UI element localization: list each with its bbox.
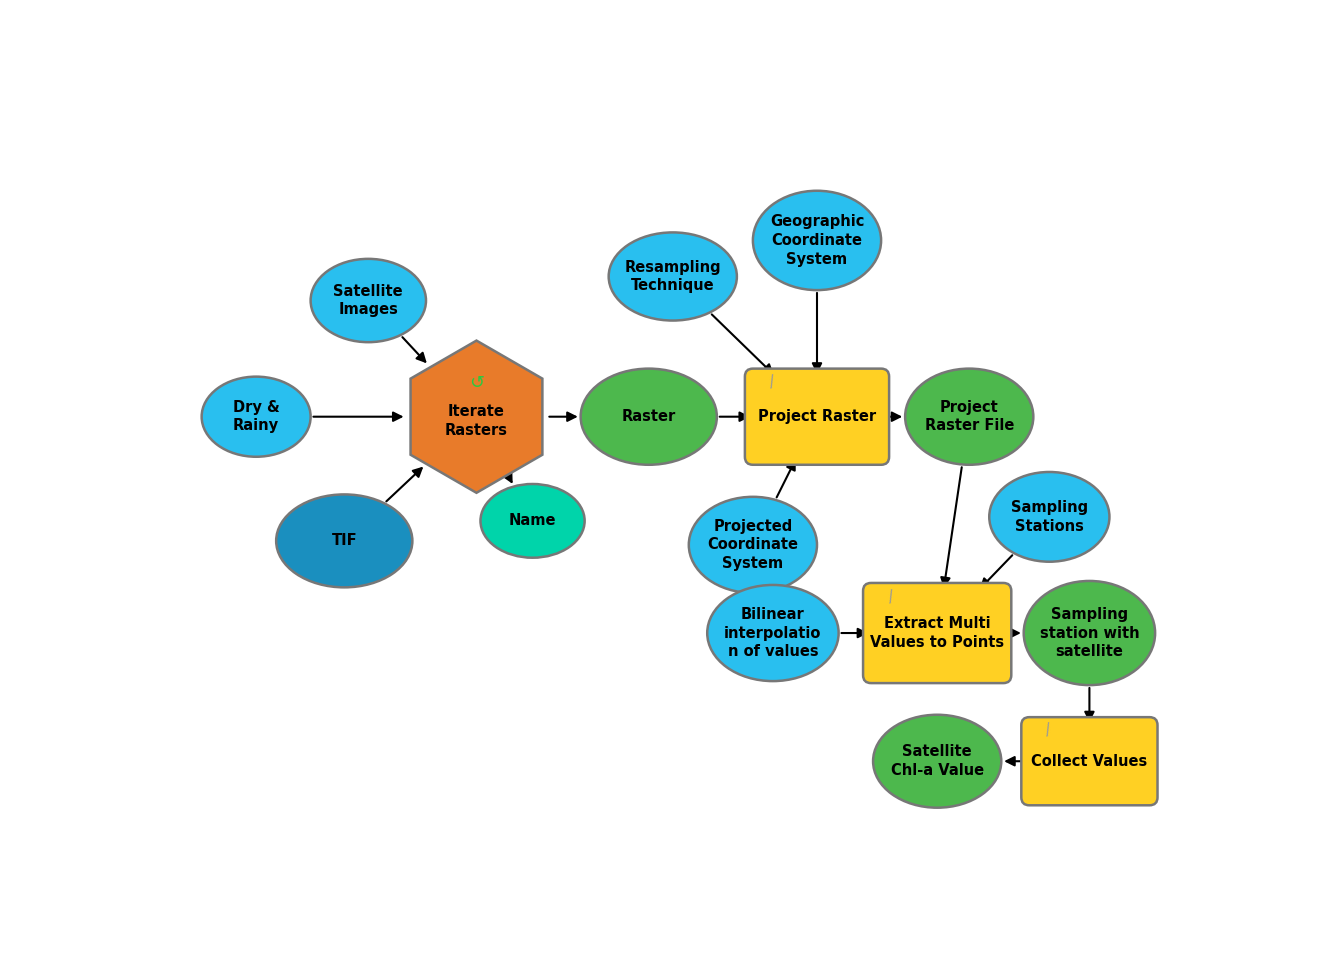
Text: Extract Multi
Values to Points: Extract Multi Values to Points (870, 616, 1004, 650)
Ellipse shape (689, 497, 817, 593)
Text: TIF: TIF (332, 534, 358, 548)
Text: /: / (1043, 723, 1052, 739)
Text: ↺: ↺ (469, 374, 484, 392)
Ellipse shape (989, 472, 1109, 562)
Text: Raster: Raster (622, 409, 676, 424)
Text: /: / (767, 375, 777, 391)
Ellipse shape (481, 484, 585, 558)
Ellipse shape (276, 494, 413, 588)
Text: Iterate
Rasters: Iterate Rasters (445, 404, 508, 438)
Text: Dry &
Rainy: Dry & Rainy (233, 400, 280, 434)
Ellipse shape (202, 376, 310, 457)
Text: Name: Name (509, 514, 556, 528)
Ellipse shape (581, 369, 716, 465)
Text: Collect Values: Collect Values (1031, 754, 1148, 769)
Ellipse shape (707, 585, 839, 681)
Text: Sampling
Stations: Sampling Stations (1011, 500, 1087, 534)
Text: Resampling
Technique: Resampling Technique (625, 260, 722, 294)
Text: Satellite
Chl-a Value: Satellite Chl-a Value (891, 744, 984, 778)
FancyBboxPatch shape (745, 369, 890, 465)
FancyBboxPatch shape (1021, 717, 1157, 805)
Text: Geographic
Coordinate
System: Geographic Coordinate System (770, 214, 864, 267)
Ellipse shape (310, 259, 426, 342)
Text: Sampling
station with
satellite: Sampling station with satellite (1040, 607, 1140, 660)
Ellipse shape (609, 232, 737, 321)
Polygon shape (410, 341, 543, 492)
Text: Projected
Coordinate
System: Projected Coordinate System (707, 518, 798, 571)
Text: Bilinear
interpolatio
n of values: Bilinear interpolatio n of values (724, 607, 821, 660)
Text: Project
Raster File: Project Raster File (925, 400, 1013, 434)
Ellipse shape (753, 191, 882, 290)
FancyBboxPatch shape (863, 583, 1011, 684)
Ellipse shape (1024, 581, 1154, 685)
Text: Project Raster: Project Raster (758, 409, 876, 424)
Ellipse shape (874, 715, 1001, 807)
Text: /: / (886, 589, 896, 606)
Text: Satellite
Images: Satellite Images (333, 284, 403, 318)
Ellipse shape (905, 369, 1034, 465)
